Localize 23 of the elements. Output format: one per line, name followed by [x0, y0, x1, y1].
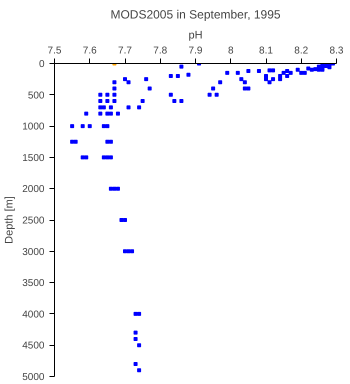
y-axis-title: Depth [m]	[3, 196, 16, 244]
y-tick-label: 3500	[22, 278, 45, 290]
x-tick-label: 7.7	[118, 46, 132, 56]
x-tick-label: 8.1	[259, 46, 274, 56]
y-tick-label: 3000	[22, 246, 45, 258]
y-tick-label: 2500	[22, 216, 45, 226]
y-tick-label: 2000	[22, 184, 45, 196]
x-axis-title: pH	[188, 30, 203, 42]
y-tick-label: 1000	[22, 122, 45, 133]
y-tick-label: 0	[38, 59, 45, 70]
x-tick-label: 7.8	[153, 46, 168, 56]
y-tick-label: 5000	[22, 372, 45, 383]
y-tick-label: 500	[28, 90, 45, 102]
x-tick-label: 8	[228, 46, 234, 56]
y-tick-label: 1500	[22, 152, 45, 164]
x-tick-label: 7.9	[188, 46, 203, 56]
x-tick-label: 7.5	[48, 46, 62, 56]
y-tick-label: 4000	[22, 309, 45, 320]
y-tick-label: 4500	[22, 340, 45, 352]
x-tick-label: 8.2	[294, 46, 309, 56]
chart-title: MODS2005 in September, 1995	[110, 8, 281, 22]
x-tick-label: 7.6	[82, 46, 98, 56]
x-tick-label: 8.3	[330, 46, 344, 56]
